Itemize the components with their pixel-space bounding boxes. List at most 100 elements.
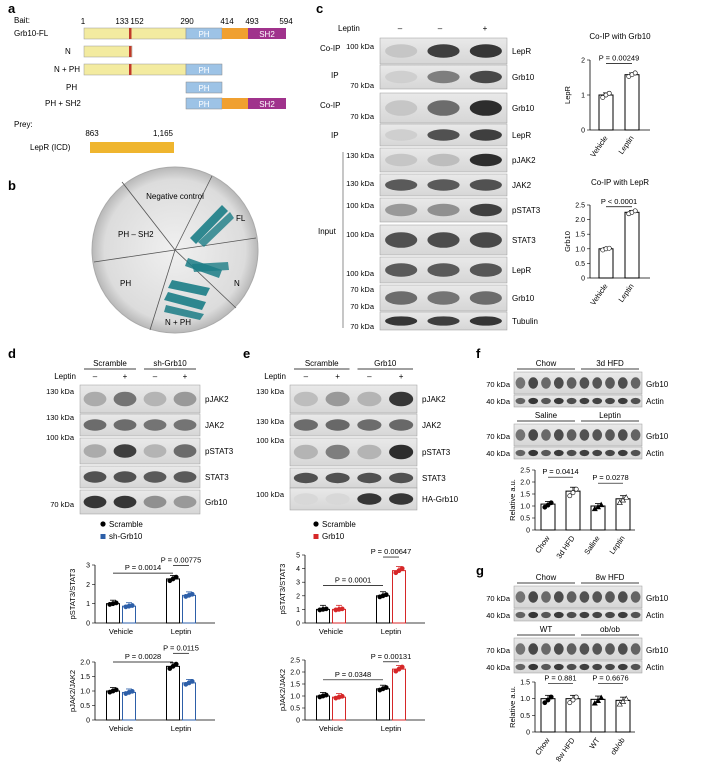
tick-label: 0 — [296, 718, 300, 725]
d-legend: Scramble sh-Grb10 — [100, 520, 143, 541]
mw-label: 70 kDa — [350, 302, 375, 311]
bar — [392, 570, 406, 624]
band-label: Grb10 — [205, 498, 228, 507]
blot-band — [427, 203, 460, 217]
colony-streaks — [164, 205, 234, 320]
mw-label: 130 kDa — [256, 387, 285, 396]
tick-label: 3 — [296, 580, 300, 587]
e-blots: Scramble Grb10 Leptin – + – + pJAK2 130 kDa JAK2 1… — [256, 359, 459, 511]
p-value: P = 0.0414 — [542, 467, 578, 476]
blot-band — [515, 429, 526, 441]
sector-negative: Negative control — [146, 192, 204, 201]
data-point — [189, 591, 195, 597]
blot-band — [143, 419, 167, 431]
x-tick-label: Vehicle — [319, 627, 343, 636]
bar — [332, 696, 346, 721]
blot-band — [357, 493, 382, 505]
row-label-n-ph: N + PH — [54, 65, 80, 74]
blot-band — [83, 495, 107, 509]
blot-band — [617, 611, 628, 619]
blot-band — [389, 472, 414, 484]
blot-band — [541, 643, 551, 655]
blot-band — [617, 397, 628, 405]
panel-label-g: g — [476, 563, 484, 578]
blot-band — [427, 129, 460, 141]
band-label: JAK2 — [422, 421, 442, 430]
blot-band — [113, 495, 137, 509]
blot-band — [617, 377, 628, 389]
y-axis-label: pJAK2/JAK2 — [68, 670, 77, 712]
blot-grb10 — [513, 585, 643, 609]
marker — [129, 64, 132, 75]
blot-band — [389, 444, 414, 460]
blot-band — [592, 449, 603, 457]
blot-d-pstat3 — [79, 437, 201, 465]
sh2-domain — [248, 28, 286, 39]
leptin-state: – — [93, 372, 98, 381]
band-label: STAT3 — [422, 474, 446, 483]
blot-band — [605, 397, 615, 405]
data-point — [619, 496, 627, 503]
p-value: P = 0.0115 — [163, 643, 199, 652]
blot-band — [357, 391, 382, 407]
p-value: P = 0.0028 — [125, 652, 161, 661]
tick-label: 0.5 — [290, 706, 300, 713]
data-point — [323, 692, 329, 698]
blot-band — [469, 203, 502, 217]
pos-152: 152 — [130, 17, 144, 26]
legend-marker — [100, 534, 106, 539]
group-label: 3d HFD — [596, 359, 624, 368]
leptin-state: + — [183, 372, 188, 381]
blot-band — [469, 179, 502, 191]
row-label-ph: PH — [66, 83, 77, 92]
data-point — [399, 664, 405, 670]
blot-band — [566, 591, 577, 603]
legend-label: Scramble — [109, 520, 143, 529]
y-axis-label: pSTAT3/STAT3 — [278, 564, 287, 615]
tick-label: 1.0 — [290, 694, 300, 701]
blot-band — [515, 377, 526, 389]
band-label: pSTAT3 — [205, 447, 234, 456]
tick-label: 1 — [296, 607, 300, 614]
y-axis-label: LepR — [563, 85, 572, 104]
data-point — [573, 694, 579, 700]
tick-label: 1.0 — [520, 504, 530, 511]
blot-band — [541, 611, 551, 619]
panel-label-b: b — [8, 178, 16, 193]
blot-band — [566, 397, 577, 405]
tick-label: 2.5 — [290, 658, 300, 665]
blot-band — [528, 643, 539, 655]
band-label: LepR — [512, 131, 531, 140]
band-label: Grb10 — [646, 594, 669, 603]
marker — [129, 28, 132, 39]
x-tick-label: Vehicle — [588, 134, 609, 159]
bar — [376, 595, 390, 624]
blot-band — [553, 643, 564, 655]
blot-actin — [513, 394, 643, 408]
band-label: pSTAT3 — [422, 448, 451, 457]
blot-band — [113, 444, 137, 458]
data-point — [399, 566, 405, 571]
sh2-domain — [248, 98, 286, 109]
panel-label-d: d — [8, 346, 16, 361]
bar — [182, 682, 196, 721]
band-label: Grb10 — [512, 73, 535, 82]
bar — [624, 211, 640, 279]
x-tick-label: WT — [588, 736, 602, 751]
sector-fl: FL — [236, 214, 246, 223]
tick-label: 0 — [526, 730, 530, 737]
mw-label: 130 kDa — [256, 417, 285, 426]
pos-594: 594 — [279, 17, 293, 26]
blot-band — [566, 643, 577, 655]
band-label: pSTAT3 — [512, 206, 541, 215]
tick-label: 2 — [581, 58, 585, 65]
tick-label: 1.5 — [80, 674, 90, 681]
data-point — [129, 688, 135, 694]
p-value: P = 0.00647 — [371, 547, 412, 556]
legend-label: Scramble — [322, 520, 356, 529]
mw-label: 100 kDa — [346, 269, 375, 278]
leptin-state: + — [335, 372, 340, 381]
blot-band — [515, 611, 526, 619]
tick-label: 2.5 — [575, 203, 585, 210]
blot-band — [553, 663, 564, 671]
